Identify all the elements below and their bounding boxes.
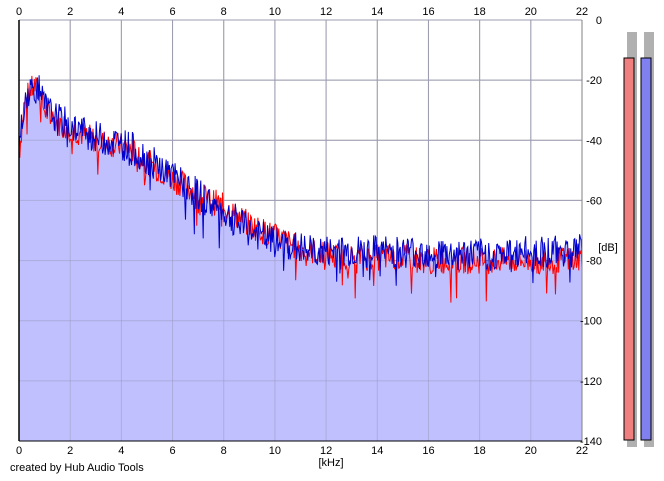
level-meters [623,32,654,447]
x-tick-label-bottom: 18 [474,445,486,457]
x-tick-label-bottom: 10 [269,445,281,457]
y-tick-label: -140 [580,436,602,448]
credit-text: created by Hub Audio Tools [10,462,144,474]
y-tick-label: -120 [580,376,602,388]
x-tick-label-top: 22 [576,6,588,18]
x-tick-label-bottom: 8 [221,445,227,457]
y-tick-label: -60 [586,195,602,207]
x-axis-unit-label: [kHz] [318,457,343,469]
x-tick-label-top: 18 [474,6,486,18]
x-tick-label-bottom: 0 [16,445,22,457]
x-tick-label-top: 8 [221,6,227,18]
x-tick-label-top: 6 [169,6,175,18]
x-tick-label-bottom: 22 [576,445,588,457]
x-tick-label-top: 4 [118,6,124,18]
series-line-blue-channel [18,75,583,286]
x-tick-label-top: 0 [16,6,22,18]
series-layer [18,75,583,303]
level-meter-left [623,57,635,441]
spectrum-fill-area [19,75,582,441]
level-meter-right [640,57,652,441]
x-tick-label-top: 16 [422,6,434,18]
x-tick-label-bottom: 14 [371,445,383,457]
y-tick-label: -80 [586,256,602,268]
y-axis-unit-label: [dB] [598,242,618,254]
x-tick-label-bottom: 16 [422,445,434,457]
x-tick-label-bottom: 12 [320,445,332,457]
x-tick-label-top: 2 [67,6,73,18]
y-tick-label: -100 [580,316,602,328]
x-tick-label-top: 20 [525,6,537,18]
x-tick-label-bottom: 20 [525,445,537,457]
y-tick-label: -40 [586,135,602,147]
x-tick-label-top: 12 [320,6,332,18]
y-tick-label: 0 [596,15,602,27]
x-tick-label-bottom: 6 [169,445,175,457]
x-tick-label-top: 10 [269,6,281,18]
tick-labels-layer: 002244668810101212141416161818202022220-… [16,6,602,457]
plot-frame-layer [18,20,583,442]
y-tick-label: -20 [586,75,602,87]
spectrum-fill-layer [18,19,583,442]
x-tick-label-bottom: 2 [67,445,73,457]
x-tick-label-top: 14 [371,6,383,18]
x-tick-label-bottom: 4 [118,445,124,457]
